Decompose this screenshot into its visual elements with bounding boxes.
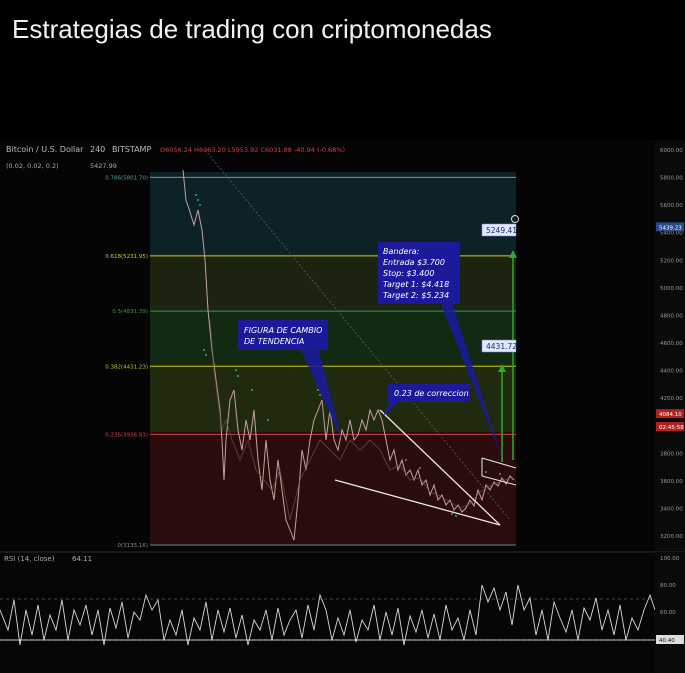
svg-text:60.00: 60.00: [660, 610, 676, 616]
fib-label-2: 0.5(4831.39): [112, 309, 148, 315]
price-line-shadow: [209, 319, 511, 521]
price-tick-label: 6000.00: [660, 148, 683, 154]
price-tick-label: 5600.00: [660, 203, 683, 209]
price-tag-label-2: 02:45:58: [659, 425, 684, 431]
indicator-value: 5427.99: [90, 162, 117, 170]
target-label-2: 4431.72: [481, 339, 517, 353]
svg-text:Bandera:: Bandera:: [383, 247, 420, 256]
svg-text:0.23 de correccion: 0.23 de correccion: [394, 389, 469, 398]
price-tag-label-0: 5439.23: [659, 225, 682, 231]
svg-text:Entrada $3.700: Entrada $3.700: [383, 258, 445, 267]
svg-text:5249.41: 5249.41: [486, 226, 517, 235]
price-tag-2: [656, 422, 684, 432]
price-tick-label: 3200.00: [660, 534, 683, 540]
rsi-label: RSI (14, close): [4, 555, 55, 563]
price-tick-label: 5000.00: [660, 286, 683, 292]
flag-pattern: [481, 457, 517, 486]
target-label-1: 5249.41: [481, 223, 517, 237]
svg-text:100.00: 100.00: [660, 556, 680, 562]
rsi-line: [0, 584, 656, 646]
fib-label-5: 0(3135.16): [117, 543, 148, 549]
rsi-panel: [0, 552, 685, 673]
price-tick-label: 5200.00: [660, 258, 683, 264]
price-tick-label: 3400.00: [660, 506, 683, 512]
price-axis[interactable]: [655, 140, 685, 552]
symbol-label: Bitcoin / U.S. Dollar: [6, 145, 84, 154]
wedge-lower-line: [334, 479, 501, 526]
fib-zone-236: [150, 432, 516, 544]
svg-text:Target 2: $5.234: Target 2: $5.234: [383, 291, 449, 300]
price-axis-tags: 5439.23 4084.10 02:45:58: [656, 222, 684, 432]
price-tick-label: 3600.00: [660, 479, 683, 485]
price-tag-1: [656, 409, 684, 419]
chart-header: Bitcoin / U.S. Dollar 240 BITSTAMP O6056…: [6, 145, 345, 170]
svg-text:Stop: $3.400: Stop: $3.400: [383, 269, 434, 278]
annotation-bandera: Bandera: Entrada $3.700 Stop: $3.400 Tar…: [378, 242, 502, 458]
interval-label: 240: [90, 145, 105, 154]
svg-text:DE TENDENCIA: DE TENDENCIA: [244, 337, 304, 346]
price-tick-label: 3800.00: [660, 451, 683, 457]
trading-chart-screen: Bitcoin / U.S. Dollar 240 BITSTAMP O6056…: [0, 140, 685, 673]
fib-label-4: 0.236(3936.83): [105, 432, 148, 438]
exchange-label: BITSTAMP: [112, 145, 151, 154]
svg-text:4431.72: 4431.72: [486, 342, 517, 351]
price-tick-label: 4800.00: [660, 313, 683, 319]
rsi-current-tag: [656, 635, 684, 644]
svg-text:Target 1: $4.418: Target 1: $4.418: [383, 280, 449, 289]
wedge-upper-line: [379, 409, 501, 526]
price-tag-0: [656, 222, 684, 232]
fib-zone-top: [150, 172, 516, 254]
indicator-params: (0.02, 0.02, 0.2): [6, 162, 59, 170]
cursor-handle[interactable]: [511, 215, 519, 223]
svg-text:FIGURA DE CAMBIO: FIGURA DE CAMBIO: [244, 326, 322, 335]
price-tick-label: 4400.00: [660, 369, 683, 375]
rsi-axis[interactable]: [655, 552, 685, 673]
annotation-figura-cambio: FIGURA DE CAMBIO DE TENDENCIA: [238, 320, 342, 440]
fib-label-3: 0.382(4431.23): [105, 364, 148, 370]
price-tick-label: 4600.00: [660, 341, 683, 347]
price-tick-label: 4200.00: [660, 396, 683, 402]
price-tick-label: 5800.00: [660, 176, 683, 182]
ohlc-readout: O6056.24 H6063.20 L5953.92 C6031.88 -40.…: [160, 146, 345, 154]
price-axis-labels: 6000.00 5800.00 5600.00 5400.00 5200.00 5000.…: [660, 148, 683, 540]
price-tag-label-1: 4084.10: [659, 412, 682, 418]
svg-text:40.40: 40.40: [659, 638, 675, 644]
rsi-value: 64.11: [72, 555, 92, 563]
fib-label-0: 0.786(5801.70): [105, 175, 148, 181]
price-tick-label: 5400.00: [660, 231, 683, 237]
annotation-correccion: 0.23 de correccion: [383, 384, 470, 416]
video-title: Estrategias de trading con criptomonedas: [12, 14, 492, 44]
sar-dots: [195, 194, 501, 517]
svg-text:80.00: 80.00: [660, 583, 676, 589]
fib-label-1: 0.618(5231.95): [105, 254, 148, 260]
